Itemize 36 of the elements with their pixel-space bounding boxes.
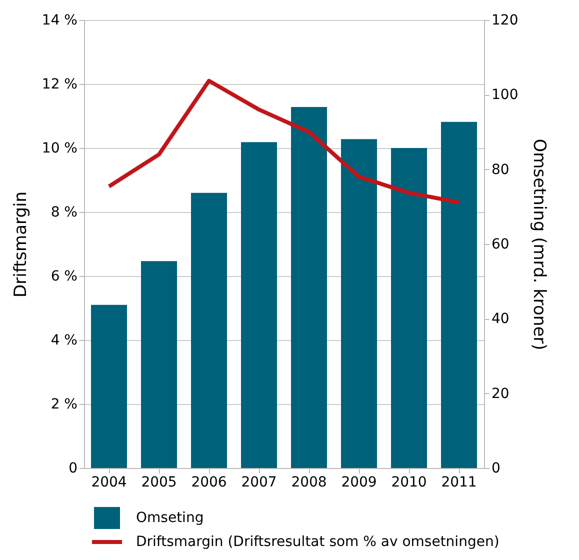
bar xyxy=(141,261,177,468)
x-tick-label: 2010 xyxy=(391,474,427,490)
y2-tick-label: 100 xyxy=(492,87,518,104)
y2-tick-label: 80 xyxy=(492,162,510,178)
y-tick-label: 10 % xyxy=(42,140,78,156)
bar xyxy=(341,139,377,468)
y2-tick-label: 60 xyxy=(492,236,510,252)
y2-tick-label: 120 xyxy=(492,12,518,28)
x-tick-label: 2009 xyxy=(341,474,377,490)
bar xyxy=(441,122,477,468)
bar xyxy=(91,304,127,468)
y-tick-label: 14 % xyxy=(42,12,78,28)
bar xyxy=(241,142,277,468)
x-tick-label: 2004 xyxy=(91,474,127,490)
bar xyxy=(291,106,327,468)
bar xyxy=(191,192,227,468)
y-axis-title: Driftsmargin xyxy=(10,192,31,298)
x-tick-label: 2011 xyxy=(441,474,477,490)
y-tick-label: 0 xyxy=(68,460,78,476)
x-tick-label: 2005 xyxy=(141,474,177,490)
y2-tick-label: 0 xyxy=(492,460,500,476)
y-tick-label: 2 % xyxy=(50,396,78,412)
line-series xyxy=(107,78,461,204)
y2-axis-title: Omsetning (mrd. kroner) xyxy=(529,138,550,350)
y-tick-label: 6 % xyxy=(50,268,78,284)
x-tick-label: 2008 xyxy=(291,474,327,490)
y2-tick-label: 20 xyxy=(492,386,510,402)
legend-label: Omseting xyxy=(136,510,204,526)
y-tick-label: 12 % xyxy=(42,76,78,92)
y-tick-label: 8 % xyxy=(50,204,78,220)
y2-tick-label: 40 xyxy=(492,311,510,328)
bar xyxy=(391,148,427,468)
legend-label: Driftsmargin (Driftsresultat som % av omsetningen) xyxy=(136,534,500,550)
y-tick-label: 4 % xyxy=(50,332,78,348)
x-tick-label: 2006 xyxy=(191,474,227,490)
x-tick-label: 2007 xyxy=(241,474,277,490)
